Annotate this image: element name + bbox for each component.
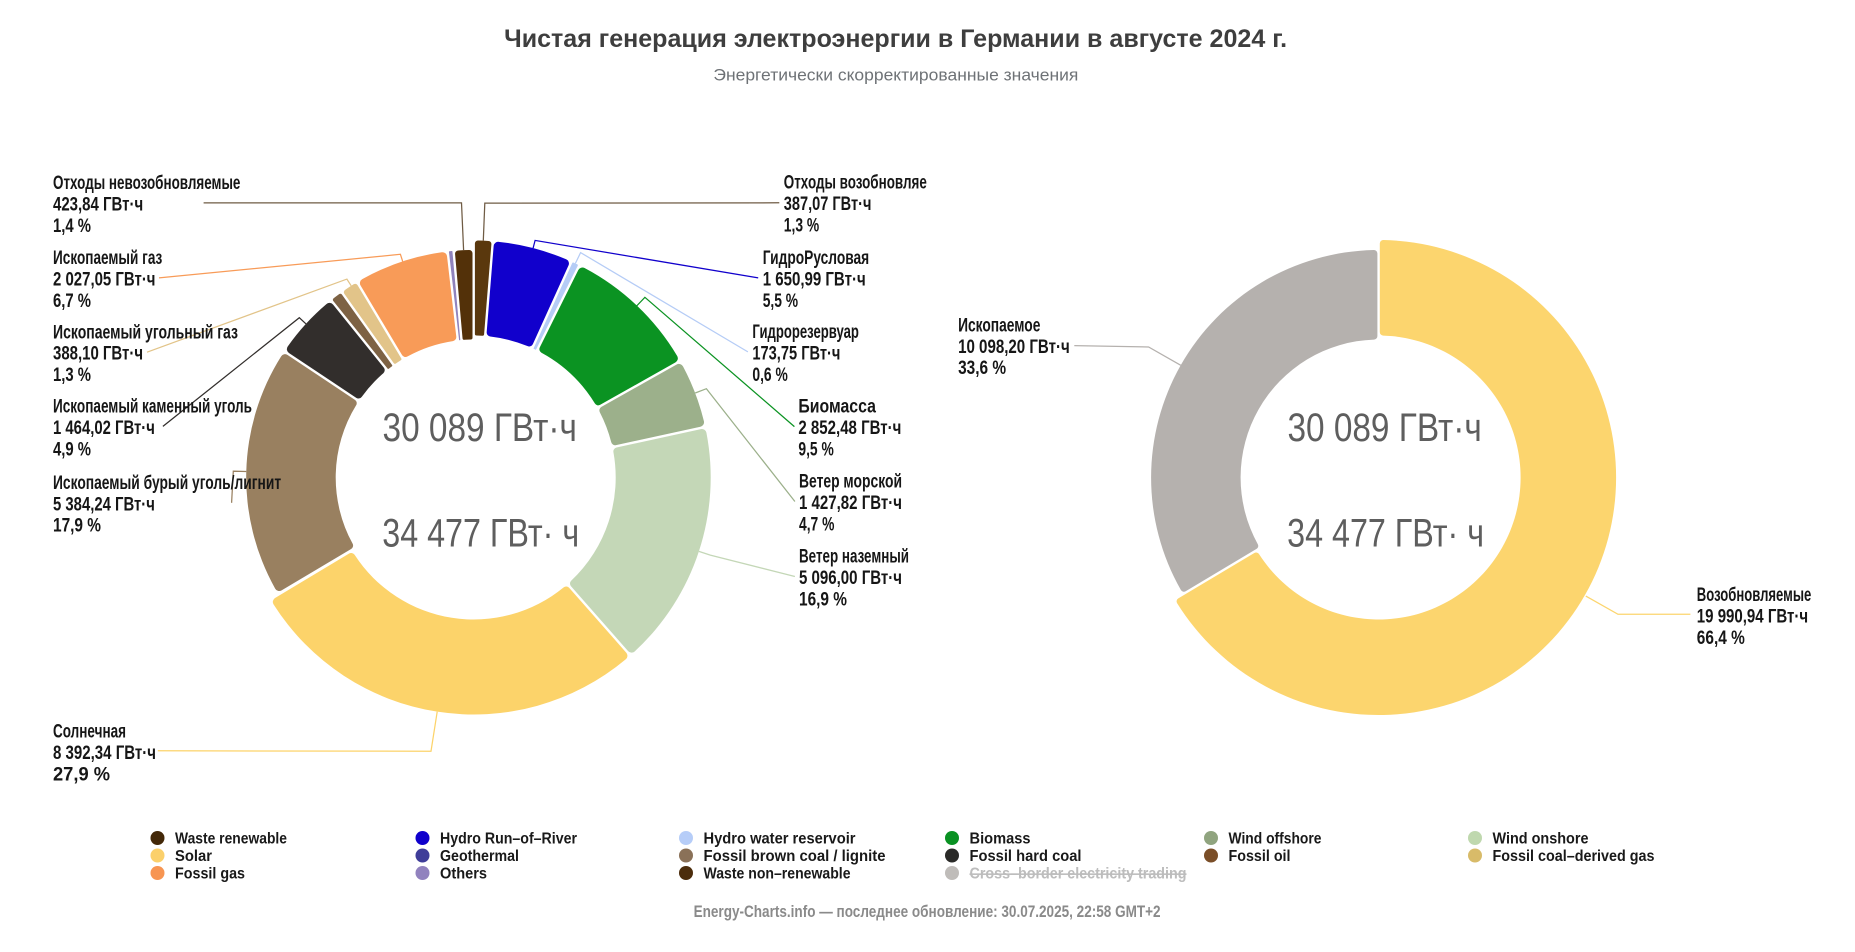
svg-text:66,4 %: 66,4 % [1697,628,1745,649]
svg-text:Fossil oil: Fossil oil [1229,848,1291,865]
svg-text:1 427,82 ГВт·ч: 1 427,82 ГВт·ч [799,493,902,514]
svg-text:33,6 %: 33,6 % [958,358,1006,379]
svg-text:9,5 %: 9,5 % [798,440,833,461]
svg-text:Fossil brown coal / lignite: Fossil brown coal / lignite [704,848,886,865]
svg-text:Others: Others [440,866,487,883]
svg-text:Возобновляемые: Возобновляемые [1697,585,1812,606]
svg-text:Cross–border electricity tradi: Cross–border electricity trading [970,866,1187,883]
svg-text:Биомасса: Биомасса [798,397,876,418]
svg-text:Отходы возобновляе: Отходы возобновляе [784,173,927,194]
svg-text:Hydro water reservoir: Hydro water reservoir [704,831,856,848]
svg-text:Энергетически скорректированны: Энергетически скорректированные значения [713,66,1078,85]
svg-text:Ископаемый бурый уголь/лигнит: Ископаемый бурый уголь/лигнит [53,473,281,494]
svg-text:19 990,94 ГВт·ч: 19 990,94 ГВт·ч [1697,607,1808,628]
svg-text:1 650,99 ГВт·ч: 1 650,99 ГВт·ч [763,269,866,290]
svg-text:4,9 %: 4,9 % [53,439,91,460]
svg-text:Energy-Charts.info — последнее: Energy-Charts.info — последнее обновлени… [694,902,1161,921]
svg-text:Ветер морской: Ветер морской [799,472,902,493]
svg-text:387,07 ГВт·ч: 387,07 ГВт·ч [784,194,872,215]
svg-text:8 392,34 ГВт·ч: 8 392,34 ГВт·ч [53,743,156,764]
svg-text:Fossil gas: Fossil gas [175,866,245,883]
svg-text:30 089 ГВт·ч: 30 089 ГВт·ч [1287,406,1481,450]
svg-text:Wind onshore: Wind onshore [1493,831,1589,848]
svg-text:5 384,24 ГВт·ч: 5 384,24 ГВт·ч [53,494,155,515]
svg-text:Гидрорезервуар: Гидрорезервуар [752,322,859,343]
svg-text:Waste non–renewable: Waste non–renewable [704,866,851,883]
svg-text:1,3 %: 1,3 % [784,215,819,236]
svg-text:34 477 ГВт· ч: 34 477 ГВт· ч [382,512,579,556]
svg-text:2 852,48 ГВт·ч: 2 852,48 ГВт·ч [798,418,901,439]
svg-text:423,84 ГВт·ч: 423,84 ГВт·ч [53,194,143,215]
svg-text:27,9 %: 27,9 % [53,764,110,785]
svg-text:Waste renewable: Waste renewable [175,831,287,848]
svg-text:173,75 ГВт·ч: 173,75 ГВт·ч [752,343,840,364]
svg-text:Ископаемый каменный уголь: Ископаемый каменный уголь [53,397,252,418]
svg-text:Ископаемый газ: Ископаемый газ [53,248,162,269]
svg-text:Ветер наземный: Ветер наземный [799,547,909,568]
svg-text:Geothermal: Geothermal [440,848,519,865]
svg-text:ГидроРусловая: ГидроРусловая [763,248,870,269]
svg-text:Чистая генерация электроэнерги: Чистая генерация электроэнергии в Герман… [504,25,1287,53]
svg-text:Ископаемое: Ископаемое [958,315,1040,336]
svg-text:6,7 %: 6,7 % [53,291,91,312]
svg-text:Wind offshore: Wind offshore [1229,831,1322,848]
svg-text:17,9 %: 17,9 % [53,516,101,537]
svg-text:1,3 %: 1,3 % [53,365,91,386]
svg-text:Солнечная: Солнечная [53,722,126,743]
svg-text:16,9 %: 16,9 % [799,589,847,610]
svg-text:1,4 %: 1,4 % [53,216,91,237]
svg-text:5,5 %: 5,5 % [763,291,798,312]
svg-text:10 098,20 ГВт·ч: 10 098,20 ГВт·ч [958,337,1070,358]
svg-text:4,7 %: 4,7 % [799,514,834,535]
svg-text:Fossil coal–derived gas: Fossil coal–derived gas [1493,848,1655,865]
svg-text:1 464,02 ГВт·ч: 1 464,02 ГВт·ч [53,418,155,439]
svg-text:5 096,00 ГВт·ч: 5 096,00 ГВт·ч [799,568,902,589]
svg-text:Hydro Run–of–River: Hydro Run–of–River [440,831,577,848]
svg-text:388,10 ГВт·ч: 388,10 ГВт·ч [53,344,143,365]
svg-text:Отходы невозобновляемые: Отходы невозобновляемые [53,173,240,194]
svg-text:0,6 %: 0,6 % [752,365,787,386]
svg-text:2 027,05 ГВт·ч: 2 027,05 ГВт·ч [53,269,156,290]
svg-text:30 089 ГВт·ч: 30 089 ГВт·ч [383,406,577,450]
svg-text:Biomass: Biomass [970,831,1031,848]
svg-text:Ископаемый угольный газ: Ископаемый угольный газ [53,322,238,343]
svg-text:Fossil hard coal: Fossil hard coal [970,848,1082,865]
svg-text:34 477 ГВт· ч: 34 477 ГВт· ч [1287,512,1484,556]
svg-text:Solar: Solar [175,848,212,865]
